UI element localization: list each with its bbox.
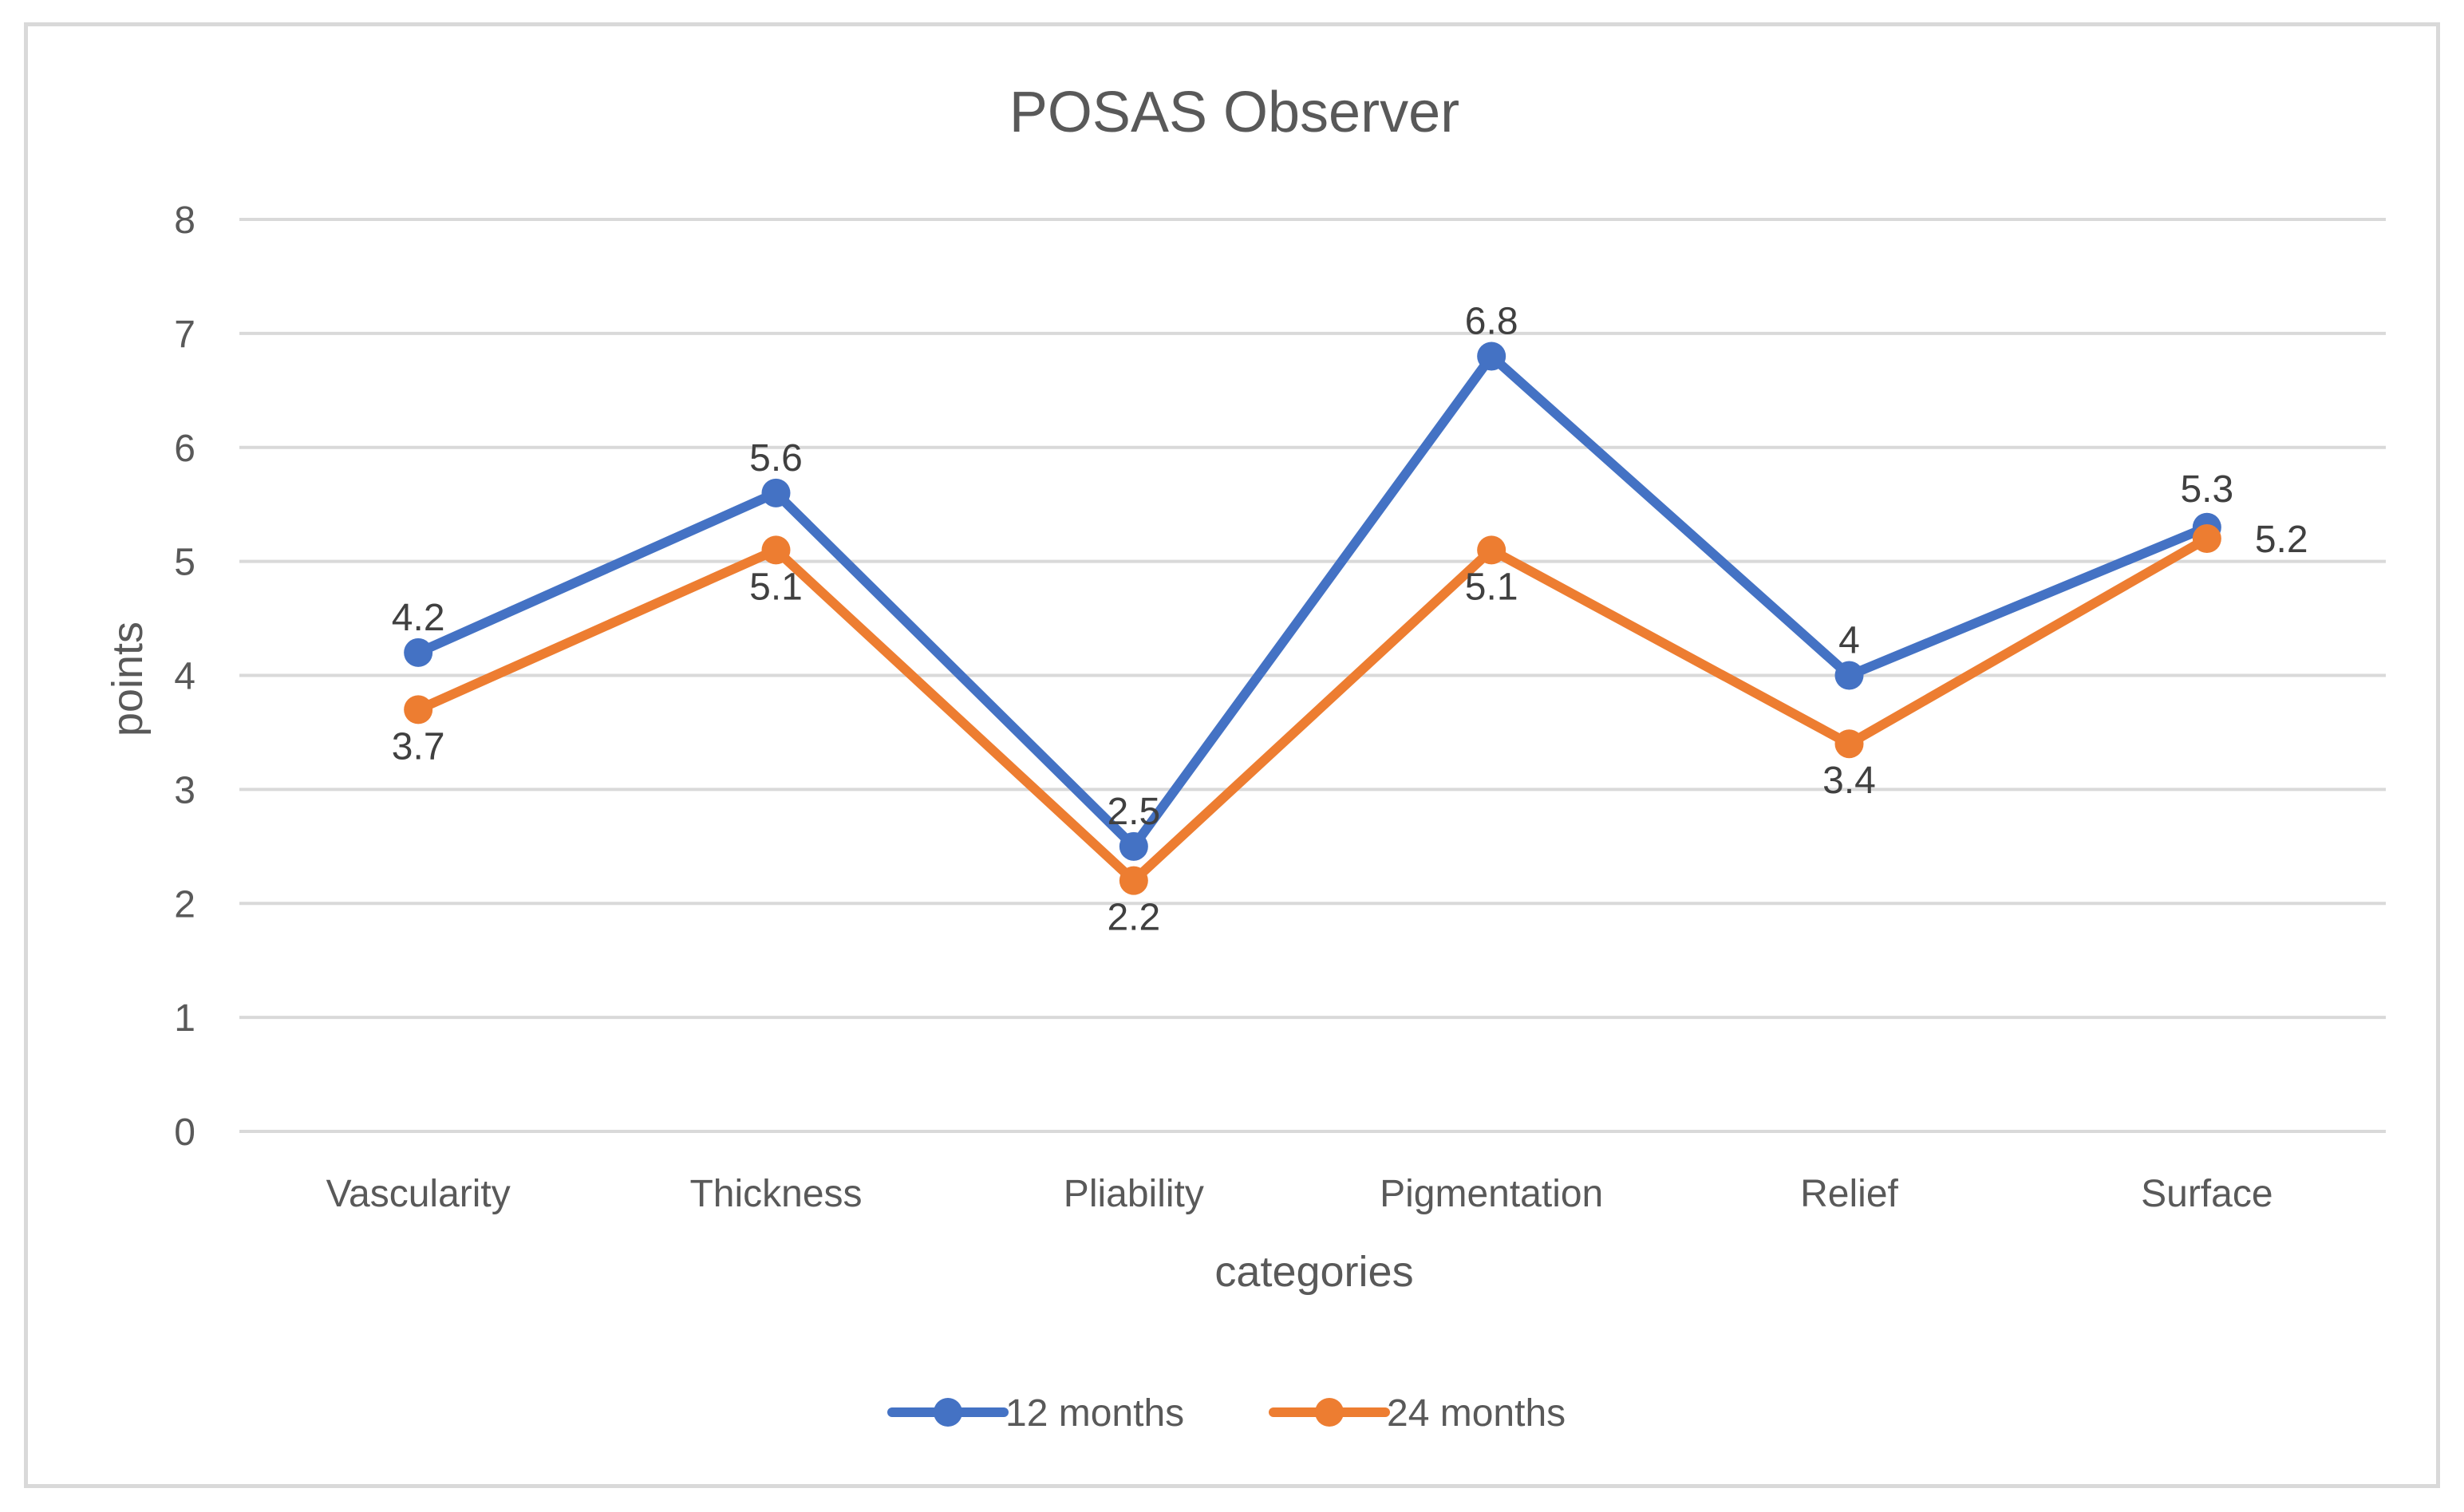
data-label: 5.1 bbox=[749, 566, 803, 608]
y-tick-label: 2 bbox=[174, 883, 195, 926]
data-label: 5.3 bbox=[2180, 468, 2233, 511]
x-tick-label: Pigmentation bbox=[1380, 1173, 1603, 1215]
data-point bbox=[1119, 866, 1148, 895]
y-tick-label: 5 bbox=[174, 542, 195, 584]
data-label: 2.5 bbox=[1107, 791, 1160, 833]
series-lines bbox=[404, 341, 2221, 895]
data-point bbox=[2192, 524, 2221, 554]
series-line-1 bbox=[413, 351, 2212, 851]
data-point bbox=[1834, 729, 1864, 759]
data-point bbox=[1119, 831, 1148, 861]
data-point bbox=[1834, 661, 1864, 690]
data-point bbox=[1477, 341, 1506, 371]
data-label: 2.2 bbox=[1107, 897, 1160, 939]
x-tick-label: Relief bbox=[1800, 1173, 1898, 1215]
data-label: 5.2 bbox=[2255, 519, 2308, 561]
y-tick-label: 7 bbox=[174, 314, 195, 356]
data-label: 4.2 bbox=[392, 597, 445, 639]
data-labels: 4.2 5.6 2.5 6.8 4 5.3 3.7 5.1 2.2 5.1 3.4 5.2 bbox=[392, 300, 2308, 938]
data-point bbox=[761, 478, 791, 507]
data-label: 3.4 bbox=[1822, 760, 1876, 802]
data-point bbox=[404, 638, 433, 667]
x-tick-label: Thickness bbox=[689, 1173, 862, 1215]
data-label: 5.1 bbox=[1465, 566, 1518, 608]
legend-label-1: 12 months bbox=[1005, 1392, 1184, 1435]
y-tick-label: 8 bbox=[174, 199, 195, 242]
x-tick-label: Vascularity bbox=[326, 1173, 511, 1215]
legend-label-2: 24 months bbox=[1387, 1392, 1566, 1435]
data-point bbox=[1477, 535, 1506, 565]
data-label: 5.6 bbox=[749, 437, 803, 480]
y-tick-label: 6 bbox=[174, 428, 195, 470]
series-line-2 bbox=[413, 534, 2212, 886]
y-axis-ticks: 0 1 2 3 4 5 6 7 8 bbox=[174, 199, 195, 1154]
y-tick-label: 4 bbox=[174, 656, 195, 698]
x-tick-label: Surface bbox=[2141, 1173, 2272, 1215]
chart-frame bbox=[24, 22, 2440, 1488]
legend-marker-1 bbox=[934, 1398, 962, 1427]
data-point bbox=[404, 695, 433, 724]
data-label: 3.7 bbox=[392, 725, 445, 768]
x-axis-title: categories bbox=[1214, 1248, 1413, 1296]
legend: 12 months 24 months bbox=[887, 1392, 1566, 1435]
legend-marker-2 bbox=[1315, 1398, 1344, 1427]
x-axis-ticks: Vascularity Thickness Pliability Pigmentati… bbox=[326, 1173, 2273, 1215]
y-axis-title: points bbox=[104, 622, 152, 736]
y-tick-label: 0 bbox=[174, 1111, 195, 1154]
chart-title: POSAS Observer bbox=[1009, 81, 1459, 144]
data-point bbox=[761, 535, 791, 565]
gridlines bbox=[239, 218, 2386, 1133]
data-label: 6.8 bbox=[1465, 300, 1518, 342]
y-tick-label: 1 bbox=[174, 997, 195, 1040]
x-tick-label: Pliability bbox=[1064, 1173, 1204, 1215]
data-label: 4 bbox=[1838, 620, 1860, 662]
y-tick-label: 3 bbox=[174, 769, 195, 811]
